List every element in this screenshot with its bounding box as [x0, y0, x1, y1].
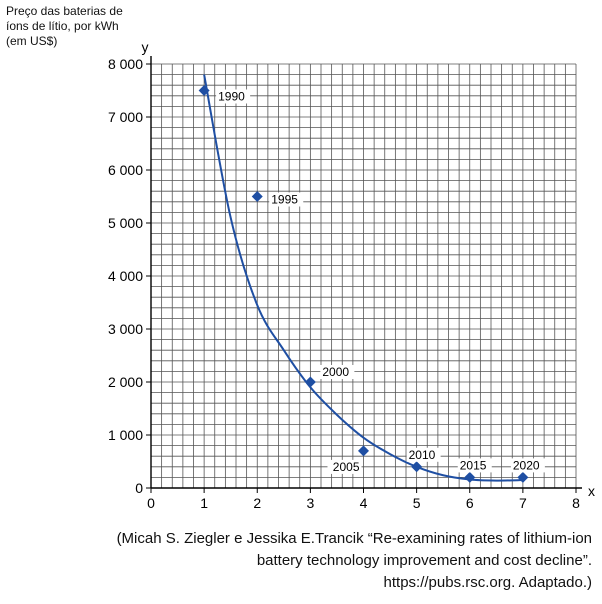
data-label-bg [269, 192, 304, 207]
data-point-1990 [198, 85, 210, 96]
data-label-2000: 2000 [322, 365, 349, 379]
x-tick-label: 3 [306, 495, 314, 511]
data-label-bg [510, 458, 545, 473]
data-label-2015: 2015 [460, 458, 487, 472]
data-label-1990: 1990 [218, 90, 245, 104]
y-tick-label: 7 000 [108, 109, 143, 125]
data-point-1995 [251, 191, 263, 202]
y-tick-label: 8 000 [108, 56, 143, 72]
data-label-2005: 2005 [333, 460, 360, 474]
data-label-bg [457, 458, 492, 473]
data-label-2020: 2020 [513, 458, 540, 472]
y-tick-label: 2 000 [108, 374, 143, 390]
data-label-bg [327, 459, 362, 474]
data-label-1995: 1995 [271, 193, 298, 207]
caption-line-1: (Micah S. Ziegler e Jessika E.Trancik “R… [116, 530, 592, 547]
x-tick-label: 6 [466, 495, 474, 511]
y-tick-label: 0 [135, 480, 143, 496]
caption-line-3: https://pubs.rsc.org. Adaptado.) [383, 574, 592, 591]
x-tick-label: 5 [413, 495, 421, 511]
y-tick-label: 4 000 [108, 268, 143, 284]
x-tick-label: 1 [200, 495, 208, 511]
y-axis-title-line-2: íons de lítio, por kWh [6, 19, 119, 33]
x-tick-label: 8 [572, 495, 580, 511]
y-tick-label: 1 000 [108, 427, 143, 443]
y-axis-letter: y [142, 39, 149, 55]
data-label-bg [406, 447, 441, 462]
x-tick-label: 7 [519, 495, 527, 511]
x-tick-label: 2 [253, 495, 261, 511]
data-label-bg [216, 89, 251, 104]
caption-line-2: battery technology improvement and cost … [256, 552, 592, 569]
data-point-2020 [517, 471, 529, 483]
y-axis-title-line-1: Preço das baterias de [6, 4, 123, 18]
data-point-2010 [411, 461, 423, 473]
y-tick-label: 5 000 [108, 215, 143, 231]
y-tick-label: 3 000 [108, 321, 143, 337]
data-point-2000 [304, 376, 316, 388]
y-tick-label: 6 000 [108, 162, 143, 178]
data-label-2010: 2010 [409, 448, 436, 462]
x-tick-label: 4 [360, 495, 368, 511]
price-chart: y x 0 1 2 3 4 5 6 7 8 0 1 000 2 000 3 000 4 000 5 000 6 0… [108, 39, 595, 511]
x-axis-letter: x [588, 483, 595, 499]
x-tick-label: 0 [147, 495, 155, 511]
data-point-2015 [464, 471, 476, 483]
data-point-2005 [358, 445, 369, 457]
data-label-bg [320, 365, 355, 379]
y-axis-title-line-3: (em US$) [6, 34, 58, 48]
